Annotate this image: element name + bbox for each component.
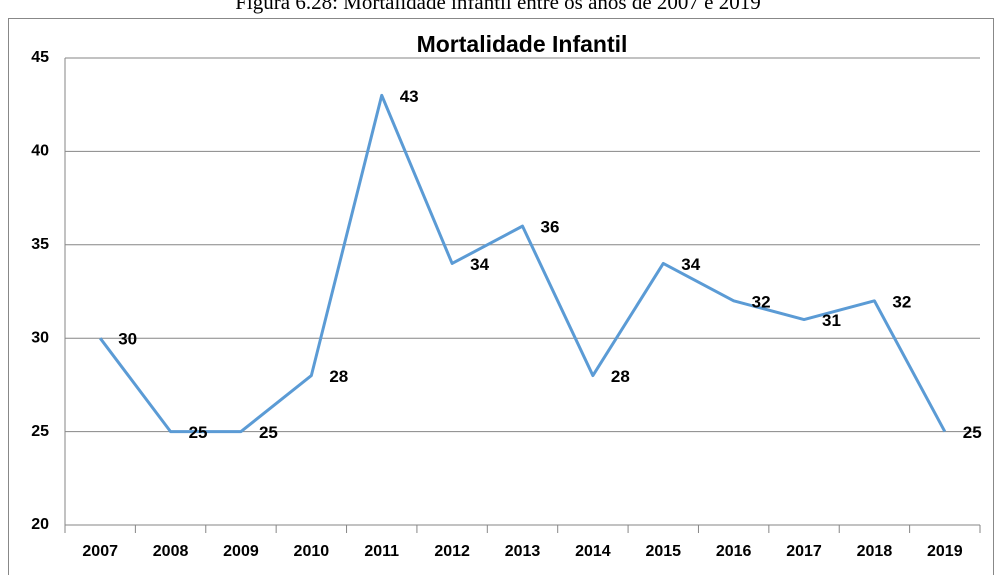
y-tick-label: 25 — [31, 423, 49, 440]
x-tick-label: 2009 — [223, 543, 259, 560]
data-label: 32 — [892, 292, 911, 311]
x-tick-label: 2018 — [857, 543, 893, 560]
y-tick-label: 45 — [31, 49, 49, 66]
x-tick-label: 2011 — [364, 543, 399, 560]
data-line — [98, 93, 947, 434]
chart-title: Mortalidade Infantil — [417, 31, 628, 57]
x-tick-label: 2019 — [927, 543, 963, 560]
x-tick-label: 2016 — [716, 543, 752, 560]
x-tick-label: 2017 — [786, 543, 822, 560]
x-tick-label: 2012 — [434, 543, 470, 560]
data-label: 25 — [259, 423, 278, 442]
x-tick-label: 2013 — [505, 543, 541, 560]
y-tick-label: 40 — [31, 143, 49, 160]
x-tick-label: 2015 — [645, 543, 681, 560]
data-label: 25 — [189, 423, 208, 442]
data-label: 32 — [752, 292, 771, 311]
y-tick-label: 35 — [31, 236, 49, 253]
data-label: 34 — [470, 255, 489, 274]
data-label: 36 — [541, 218, 560, 237]
data-label: 34 — [681, 255, 700, 274]
x-tick-label: 2010 — [294, 543, 330, 560]
y-tick-label: 20 — [31, 516, 49, 533]
chart-border — [8, 18, 994, 575]
data-label: 43 — [400, 87, 419, 106]
data-label: 31 — [822, 311, 841, 330]
x-tick-label: 2008 — [153, 543, 189, 560]
figure-caption: Figura 6.28: Mortalidade infantil entre … — [235, 0, 760, 14]
data-label: 28 — [611, 367, 630, 386]
x-tick-label: 2007 — [82, 543, 118, 560]
data-label: 30 — [118, 330, 137, 349]
data-label: 25 — [963, 423, 982, 442]
x-tick-label: 2014 — [575, 543, 611, 560]
y-tick-label: 30 — [31, 329, 49, 346]
data-label: 28 — [329, 367, 348, 386]
